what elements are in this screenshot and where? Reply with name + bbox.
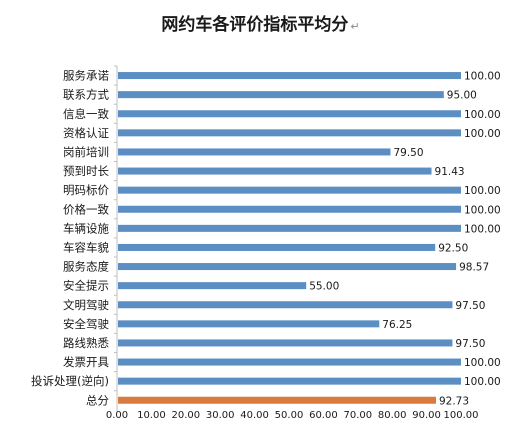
data-label: 100.00 [464,376,501,388]
data-label: 91.43 [435,166,465,178]
data-label: 95.00 [447,90,477,102]
category-label: 发票开具 [63,355,109,369]
category-label: 车辆设施 [63,221,109,235]
bar [118,167,432,175]
category-label: 安全驾驶 [63,317,109,331]
bar [118,282,307,290]
x-tick-label: 40.00 [240,410,269,421]
x-tick-label: 70.00 [343,410,372,421]
bar [118,358,461,366]
data-label: 55.00 [309,281,339,293]
category-label: 联系方式 [63,88,109,102]
x-tick-label: 0.00 [106,410,128,421]
category-label: 服务承诺 [63,69,109,83]
data-label: 79.50 [393,147,423,159]
category-label: 投诉处理(逆向) [31,374,109,388]
data-label: 98.57 [459,262,489,274]
x-tick-label: 30.00 [206,410,235,421]
category-label: 车容车貌 [63,240,109,254]
chart-title: 网约车各评价指标平均分 ↵ [0,10,521,35]
category-label: 预到时长 [63,164,109,178]
bar [118,396,436,404]
data-label: 76.25 [382,319,412,331]
bar [118,110,461,118]
data-label: 100.00 [464,185,501,197]
data-label: 92.50 [438,242,468,254]
x-tick-label: 100.00 [444,410,479,421]
bar [118,148,391,156]
category-label: 路线熟悉 [63,336,109,350]
x-tick-label: 10.00 [137,410,166,421]
bar [118,243,436,251]
category-label: 信息一致 [63,107,109,121]
x-tick-label: 90.00 [412,410,441,421]
x-tick-label: 20.00 [171,410,200,421]
bar [118,129,461,137]
data-label: 100.00 [464,71,501,83]
bar [118,205,461,213]
x-tick-label: 50.00 [275,410,304,421]
bar [118,320,380,328]
category-label: 资格认证 [63,126,109,140]
data-label: 100.00 [464,204,501,216]
bar [118,224,461,232]
bar [118,186,461,194]
bar [118,91,444,99]
category-label: 岗前培训 [63,145,109,159]
data-label: 97.50 [455,300,485,312]
data-label: 100.00 [464,357,501,369]
category-label: 明码标价 [63,183,109,197]
bar [118,339,453,347]
chart-title-text: 网约车各评价指标平均分 [161,15,349,35]
data-label: 97.50 [455,338,485,350]
category-label: 安全提示 [63,279,109,293]
data-label: 100.00 [464,109,501,121]
bar [118,72,461,80]
category-label: 价格一致 [63,202,109,216]
x-tick-label: 80.00 [378,410,407,421]
data-label: 100.00 [464,223,501,235]
x-tick-label: 60.00 [309,410,338,421]
category-label: 总分 [86,393,109,407]
category-label: 服务态度 [63,260,109,274]
bar [118,301,453,309]
return-mark-icon: ↵ [350,20,360,33]
data-label: 92.73 [439,395,469,407]
data-label: 100.00 [464,128,501,140]
category-label: 文明驾驶 [63,298,109,312]
bar [118,263,457,271]
bar [118,377,461,385]
